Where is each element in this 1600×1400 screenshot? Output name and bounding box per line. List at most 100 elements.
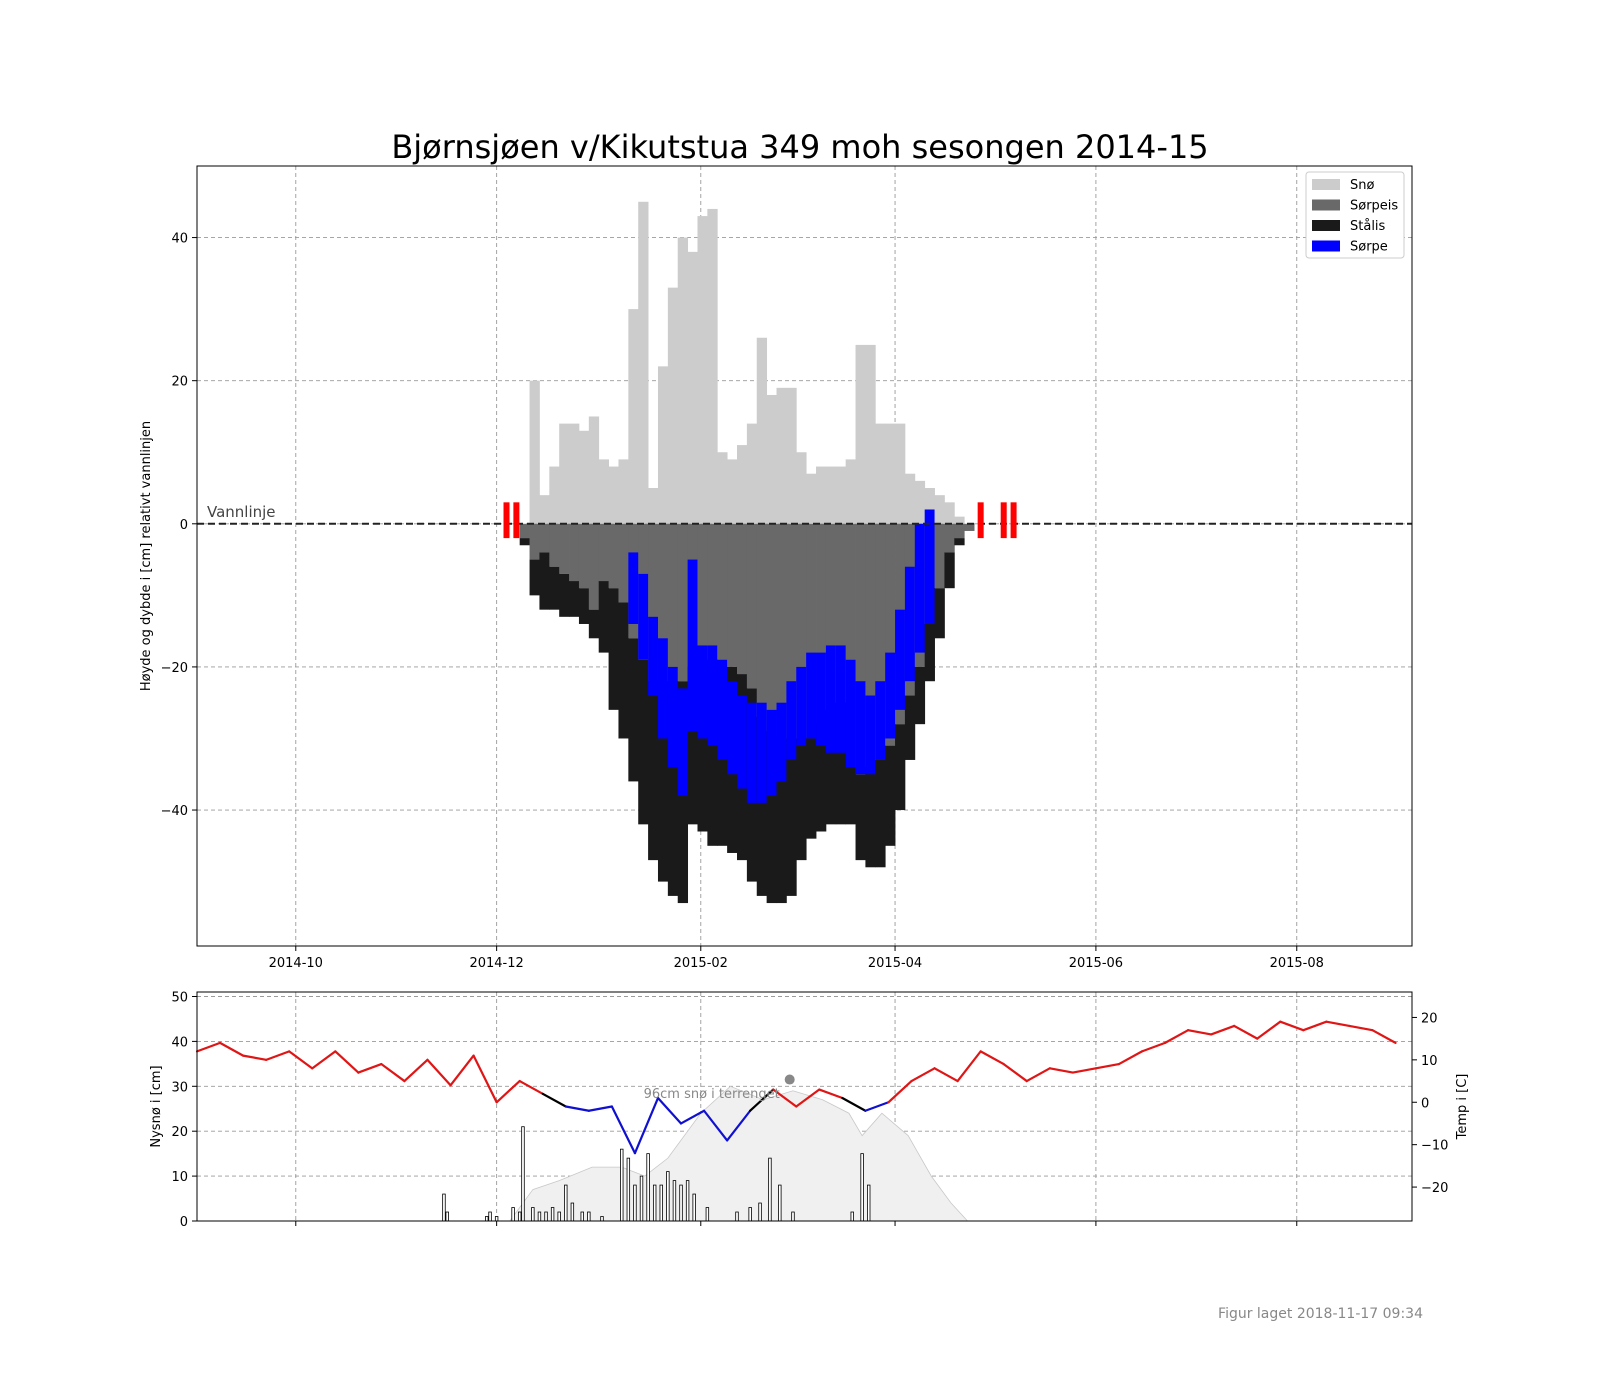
snow-bar bbox=[796, 452, 807, 524]
slush-bar bbox=[776, 702, 787, 782]
new-snow-bar bbox=[748, 1207, 752, 1222]
snow-bar bbox=[806, 473, 817, 524]
slush-bar bbox=[855, 681, 866, 775]
snow-bar bbox=[825, 466, 837, 524]
snow-bar bbox=[529, 380, 540, 524]
snow-bar bbox=[687, 251, 698, 524]
temperature-segment bbox=[1325, 1020, 1351, 1028]
slush-bar bbox=[727, 681, 738, 775]
x-tick-label: 2015-02 bbox=[674, 956, 728, 971]
slush-ice-bar bbox=[519, 523, 530, 539]
snow-bar bbox=[914, 480, 926, 524]
snow-bar bbox=[944, 502, 955, 524]
temperature-segment bbox=[587, 1105, 613, 1112]
black-ice-bar bbox=[954, 538, 965, 546]
y-tick-label: 30 bbox=[171, 1080, 188, 1095]
temperature-segment bbox=[1094, 1062, 1121, 1070]
temperature-segment bbox=[1233, 1024, 1259, 1040]
legend-box bbox=[1305, 171, 1405, 259]
legend-label: Sørpeis bbox=[1350, 199, 1398, 214]
snow-bar bbox=[578, 430, 590, 524]
snow-bar bbox=[559, 423, 570, 524]
ice-observation-marker bbox=[1000, 502, 1007, 539]
slush-bar bbox=[835, 645, 847, 753]
temperature-segment bbox=[1071, 1067, 1098, 1074]
new-snow-bar bbox=[511, 1207, 515, 1222]
snow-bar bbox=[648, 488, 659, 524]
temperature-segment bbox=[403, 1058, 429, 1083]
snow-bar bbox=[895, 423, 906, 524]
black-ice-bar bbox=[855, 774, 866, 861]
black-ice-bar bbox=[529, 559, 540, 596]
black-ice-bar bbox=[796, 738, 807, 861]
snow-bar bbox=[707, 208, 718, 524]
black-ice-bar bbox=[578, 588, 590, 624]
temperature-segment bbox=[1186, 1029, 1213, 1036]
snow-bar bbox=[569, 423, 580, 524]
new-snow-bar bbox=[550, 1207, 555, 1222]
slush-bar bbox=[638, 573, 649, 660]
slush-bar bbox=[924, 509, 935, 624]
black-ice-bar bbox=[598, 581, 609, 653]
temperature-segment bbox=[772, 1088, 798, 1108]
slush-bar bbox=[914, 523, 926, 653]
black-ice-bar bbox=[835, 702, 847, 825]
temperature-segment bbox=[564, 1105, 590, 1112]
slush-bar bbox=[717, 659, 728, 760]
black-ice-bar bbox=[569, 581, 580, 617]
black-ice-bar bbox=[825, 709, 837, 825]
x-tick-label: 2014-10 bbox=[269, 956, 323, 971]
slush-ice-bar bbox=[697, 523, 708, 660]
snow-depth-marker bbox=[784, 1074, 795, 1085]
snow-bar bbox=[608, 466, 619, 524]
black-ice-bar bbox=[895, 724, 906, 811]
temperature-segment bbox=[311, 1050, 337, 1070]
snow-bar bbox=[835, 466, 847, 524]
temperature-segment bbox=[426, 1058, 452, 1087]
black-ice-bar bbox=[638, 659, 649, 825]
slush-bar bbox=[885, 652, 896, 739]
slush-ice-bar bbox=[598, 523, 609, 582]
temperature-segment bbox=[449, 1054, 475, 1087]
new-snow-bar bbox=[517, 1211, 522, 1222]
slush-ice-bar bbox=[667, 523, 679, 682]
new-snow-bar bbox=[735, 1211, 739, 1222]
new-snow-bar bbox=[666, 1171, 670, 1222]
ice-observation-marker bbox=[977, 502, 984, 539]
weather-axes: 96cm snø i terrenget 50 40 30 20 10 0 20 10 0 −10 −… bbox=[149, 990, 1470, 1230]
new-snow-bar bbox=[652, 1184, 657, 1222]
y-tick-label: 40 bbox=[171, 1035, 188, 1050]
temperature-segment bbox=[818, 1088, 844, 1100]
slush-bar bbox=[825, 645, 837, 753]
slush-ice-bar bbox=[875, 523, 886, 760]
snow-bar bbox=[667, 287, 679, 524]
temperature-segment bbox=[288, 1050, 314, 1070]
black-ice-bar bbox=[707, 659, 718, 846]
black-ice-bar bbox=[559, 573, 570, 617]
snow-bar bbox=[746, 423, 758, 524]
black-ice-bar bbox=[648, 681, 659, 861]
slush-ice-bar bbox=[727, 523, 738, 667]
slush-ice-bar bbox=[756, 523, 768, 718]
temperature-segment bbox=[472, 1054, 498, 1104]
snow-bar bbox=[549, 466, 560, 524]
temperature-segment bbox=[956, 1050, 982, 1083]
black-ice-bar bbox=[608, 588, 619, 710]
slush-bar bbox=[628, 552, 639, 624]
temperature-segment bbox=[1002, 1062, 1028, 1083]
slush-bar bbox=[707, 645, 718, 746]
y-tick-label: −20 bbox=[161, 661, 188, 676]
new-snow-bar bbox=[633, 1184, 637, 1222]
slush-bar bbox=[895, 609, 906, 710]
legend-swatch bbox=[1312, 179, 1340, 190]
new-snow-bars bbox=[442, 1126, 871, 1222]
snow-bar bbox=[588, 416, 600, 524]
new-snow-bar bbox=[672, 1180, 677, 1222]
slush-bar bbox=[796, 666, 807, 746]
temperature-segment bbox=[1348, 1024, 1374, 1032]
new-snow-bar bbox=[494, 1216, 499, 1222]
legend: Snø Sørpeis Stålis Sørpe bbox=[1305, 171, 1405, 259]
y-tick-label: 0 bbox=[180, 518, 188, 533]
black-ice-bar bbox=[588, 609, 600, 639]
new-snow-bar bbox=[692, 1193, 696, 1222]
